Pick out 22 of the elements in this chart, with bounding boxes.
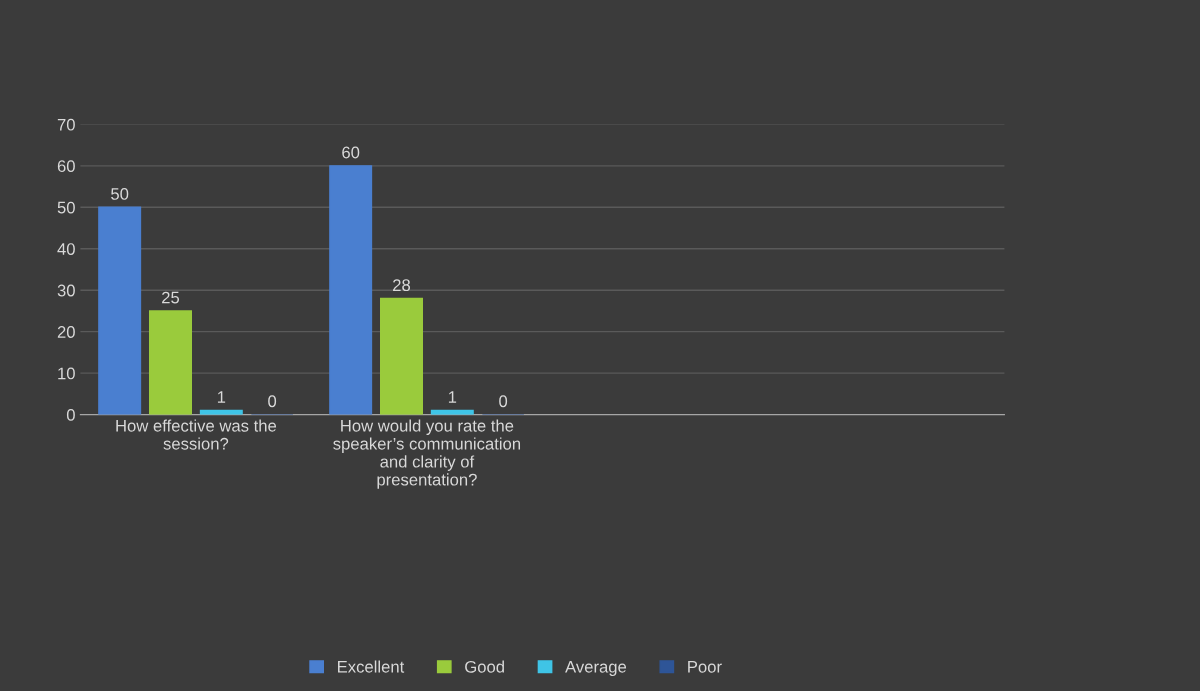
data-label: 1 [448, 391, 457, 403]
legend-label: Good [465, 660, 504, 673]
legend-label: Poor [688, 661, 722, 673]
data-label: 0 [499, 395, 508, 408]
data-label: 25 [162, 291, 180, 304]
y-tick-label: 20 [57, 326, 75, 338]
data-label: 60 [342, 146, 360, 159]
y-tick-label: 0 [66, 409, 75, 421]
data-label: 50 [111, 188, 129, 200]
x-tick-label: How effective was the session? [116, 419, 277, 450]
y-tick-label: 60 [57, 160, 75, 173]
y-tick-label: 30 [57, 284, 75, 297]
y-tick-label: 10 [58, 367, 75, 380]
legend-label: Average [565, 661, 627, 676]
y-tick-label: 50 [57, 201, 75, 214]
data-label: 0 [268, 395, 277, 408]
y-tick-label: 70 [57, 118, 75, 131]
legend-label: Excellent [338, 660, 405, 673]
data-label: 28 [393, 279, 411, 292]
x-tick-label: How would you rate the speaker’s communication and clarity of presentation? [333, 419, 521, 489]
y-tick-label: 40 [57, 243, 75, 255]
data-label: 1 [217, 391, 226, 403]
